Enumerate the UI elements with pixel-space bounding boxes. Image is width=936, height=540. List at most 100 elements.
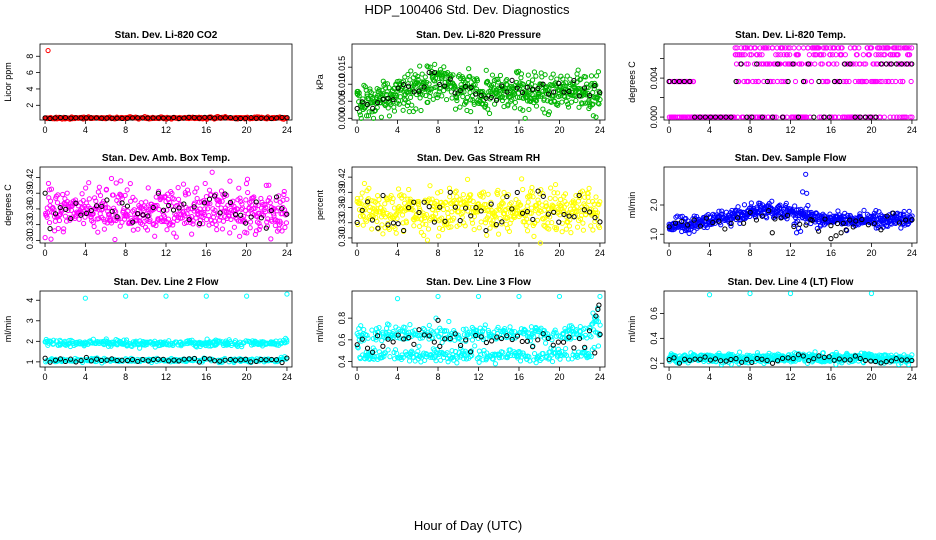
data-point [268,204,275,210]
data-point [529,86,536,92]
data-point [505,101,511,107]
data-point [861,61,867,67]
data-point [118,178,124,184]
data-point [253,115,259,121]
y-tick-label: 0.000 [649,106,659,129]
data-point [563,98,569,104]
data-point [119,115,125,121]
data-point [590,101,596,107]
data-point [556,80,562,86]
x-tick-label: 16 [201,248,211,258]
data-point [566,88,572,95]
data-point [145,213,151,219]
data-point [585,354,591,360]
data-point [707,114,714,120]
data-point [360,212,366,219]
data-point [356,93,362,99]
data-point [121,205,127,212]
data-point [474,77,481,84]
data-point [571,345,577,351]
data-point [179,341,185,347]
y-tick-label: 0.004 [649,67,659,90]
data-point [463,356,470,362]
data-point [906,45,912,51]
data-point [745,61,751,67]
data-point [418,355,425,361]
data-point [478,334,484,340]
data-point [519,210,526,216]
data-point [742,45,749,51]
data-point [83,115,89,121]
data-point [773,52,779,58]
data-point [93,115,100,121]
data-point [171,230,177,236]
data-point [256,220,262,226]
data-point [579,101,585,107]
data-point [213,222,219,228]
data-point [64,190,70,196]
x-tick-label: 0 [667,248,672,258]
data-point [370,336,376,342]
y-axis-label: kPa [315,74,325,90]
data-point [740,114,747,120]
data-point [596,332,602,338]
data-point [243,197,249,203]
data-point [390,97,396,103]
y-axis-label: degrees C [627,61,637,103]
data-point [480,100,486,107]
x-tick-label: 8 [436,125,441,135]
data-point [742,52,748,58]
data-point [420,221,426,227]
data-point [545,211,551,217]
y-tick-label: 1.0 [649,228,659,241]
data-point [397,94,403,100]
data-point [831,61,837,67]
x-tick-label: 12 [785,248,795,258]
data-point [201,200,208,206]
data-point [597,331,603,338]
data-point [42,355,48,361]
data-point [811,114,817,120]
data-point [560,339,567,345]
data-point [691,228,697,234]
x-tick-label: 20 [866,248,876,258]
series-hourly [666,61,915,120]
data-point [549,220,555,226]
data-point [753,78,759,85]
data-point [540,350,546,357]
data-point [442,218,448,224]
data-point [283,220,290,226]
data-point [263,357,269,363]
data-point [419,92,425,98]
data-point [374,208,380,215]
data-point [516,85,522,91]
data-point [752,45,758,51]
data-point [526,106,532,113]
data-point [586,185,592,191]
data-point [159,194,165,200]
data-point [263,204,269,211]
data-point [873,52,879,58]
data-point [425,226,432,232]
data-point [258,215,264,221]
series-hourly [42,354,290,366]
data-point [764,61,771,67]
data-point [267,200,273,206]
data-point [857,114,863,120]
data-point [520,186,526,193]
data-point [88,115,94,121]
data-point [94,356,100,362]
data-point [406,329,412,335]
data-point [473,91,479,97]
data-point [483,95,489,101]
data-point [284,115,290,121]
data-point [691,217,697,223]
data-point [597,89,603,96]
data-point [577,194,583,201]
data-point [534,206,540,212]
data-point [908,78,914,85]
data-point [736,78,742,85]
data-point [380,343,386,349]
data-point [122,192,128,198]
